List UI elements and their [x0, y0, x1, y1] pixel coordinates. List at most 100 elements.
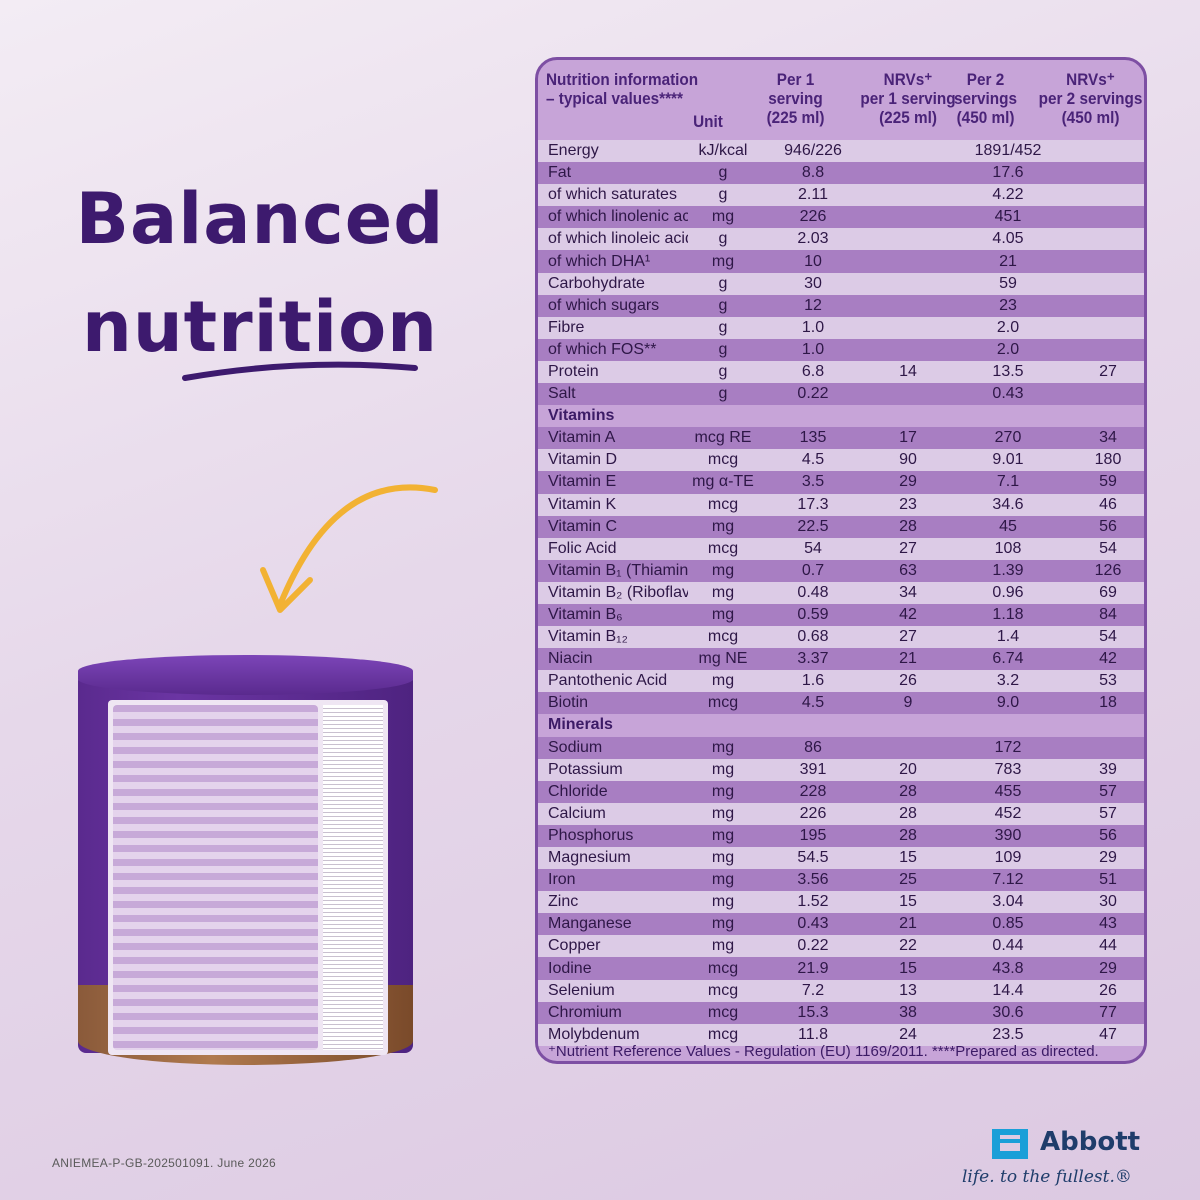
cell-v3: 59 — [999, 274, 1017, 292]
header-per2-l2: servings — [954, 89, 1017, 108]
cell-v4: 51 — [1099, 871, 1117, 889]
cell-v3: 1891/452 — [974, 142, 1042, 160]
cell-v4: 30 — [1099, 893, 1117, 911]
cell-v2: 20 — [899, 760, 917, 778]
cell-v2: 17 — [899, 429, 917, 447]
table-row: Carbohydrate g 30 59 — [538, 272, 1144, 295]
cell-v4: 43 — [1099, 915, 1117, 933]
header-per2: Per 2 servings (450 ml) — [934, 70, 1038, 127]
cell-v1: 12 — [804, 296, 822, 314]
cell-v3: 1.18 — [992, 606, 1024, 624]
cell-unit: mg — [711, 804, 735, 822]
cell-v2: 15 — [899, 893, 917, 911]
cell-v1: 10 — [804, 252, 822, 270]
cell-name: Energy — [548, 142, 599, 160]
cell-v3: 3.04 — [992, 893, 1024, 911]
table-row: Chloride mg 228 28 455 57 — [538, 780, 1144, 803]
cell-v3: 452 — [994, 804, 1022, 822]
table-row: of which saturates g 2.11 4.22 — [538, 184, 1144, 207]
cell-v2: 13 — [899, 981, 917, 999]
cell-v1: 15.3 — [797, 1003, 829, 1021]
table-row: Energy kJ/kcal 946/226 1891/452 — [538, 140, 1144, 163]
headline-line1: Balanced — [75, 178, 445, 260]
cell-unit: mg — [711, 760, 735, 778]
cell-unit: mcg — [707, 1025, 739, 1043]
can-mini-nutrition-table — [113, 705, 318, 1050]
header-nrv2: NRVs⁺ per 2 servings (450 ml) — [1025, 70, 1144, 127]
cell-v1: 54.5 — [797, 849, 829, 867]
cell-v3: 23.5 — [992, 1025, 1024, 1043]
cell-name: of which sugars — [548, 296, 660, 314]
cell-name: Manganese — [548, 915, 632, 933]
cell-unit: g — [718, 230, 728, 248]
cell-v2: 25 — [899, 871, 917, 889]
cell-v4: 69 — [1099, 583, 1117, 601]
cell-unit: mcg — [707, 628, 739, 646]
cell-name: Phosphorus — [548, 826, 634, 844]
cell-name: Fat — [548, 164, 572, 182]
cell-v2: 9 — [903, 694, 913, 712]
table-row: Fat g 8.8 17.6 — [538, 162, 1144, 185]
cell-v4: 34 — [1099, 429, 1117, 447]
cell-v4: 29 — [1099, 959, 1117, 977]
cell-v3: 172 — [994, 738, 1022, 756]
cell-v3: 108 — [994, 539, 1022, 557]
cell-v2: 34 — [899, 583, 917, 601]
cell-unit: mg — [711, 937, 735, 955]
cell-v1: 22.5 — [797, 517, 829, 535]
header-unit: Unit — [693, 112, 723, 131]
cell-v4: 54 — [1099, 628, 1117, 646]
cell-unit: mg — [711, 871, 735, 889]
cell-v3: 17.6 — [992, 164, 1024, 182]
cell-v1: 0.48 — [797, 583, 829, 601]
header-per1-l2: serving — [768, 89, 823, 108]
underline-swoosh — [182, 361, 418, 381]
cell-unit: mg — [711, 252, 735, 270]
cell-unit: g — [718, 164, 728, 182]
cell-unit: mg — [711, 738, 735, 756]
cell-unit: mg NE — [698, 650, 748, 668]
table-row: Molybdenum mcg 11.8 24 23.5 47 — [538, 1023, 1144, 1046]
cell-v1: 1.0 — [801, 340, 825, 358]
cell-v3: 2.0 — [996, 340, 1020, 358]
cell-v4: 44 — [1099, 937, 1117, 955]
table-row: Protein g 6.8 14 13.5 27 — [538, 360, 1144, 384]
cell-v2: 42 — [899, 606, 917, 624]
cell-v2: 29 — [899, 473, 917, 491]
table-row: Chromium mcg 15.3 38 30.6 77 — [538, 1001, 1144, 1024]
table-row: Magnesium mg 54.5 15 109 29 — [538, 847, 1144, 870]
cell-v1: 3.5 — [801, 473, 825, 491]
cell-unit: g — [718, 296, 728, 314]
cell-name: Protein — [548, 362, 599, 380]
cell-v1: 0.68 — [797, 628, 829, 646]
cell-v3: 4.05 — [992, 230, 1024, 248]
table-row: Iron mg 3.56 25 7.12 51 — [538, 869, 1144, 892]
cell-name: Chloride — [548, 782, 608, 800]
cell-unit: kJ/kcal — [698, 142, 748, 160]
cell-v3: 45 — [999, 517, 1017, 535]
cell-name: Calcium — [548, 804, 606, 822]
cell-v1: 7.2 — [801, 981, 825, 999]
cell-v2: 24 — [899, 1025, 917, 1043]
cell-v2: 15 — [899, 959, 917, 977]
table-row: Vitamin B₆ mg 0.59 42 1.18 84 — [538, 603, 1144, 627]
cell-unit: mg — [711, 672, 735, 690]
table-row: Manganese mg 0.43 21 0.85 43 — [538, 913, 1144, 936]
cell-name: Magnesium — [548, 849, 631, 867]
cell-v2: 90 — [899, 451, 917, 469]
header-title-line1: Nutrition information — [546, 70, 699, 89]
cell-v4: 54 — [1099, 539, 1117, 557]
cell-name: Chromium — [548, 1003, 622, 1021]
cell-v2: 38 — [899, 1003, 917, 1021]
cell-v3: 390 — [994, 826, 1022, 844]
cell-name: Folic Acid — [548, 539, 617, 557]
table-row: Copper mg 0.22 22 0.44 44 — [538, 935, 1144, 958]
cell-v4: 42 — [1099, 650, 1117, 668]
cell-v2: 63 — [899, 561, 917, 579]
cell-unit: mcg — [707, 694, 739, 712]
table-row: Selenium mcg 7.2 13 14.4 26 — [538, 979, 1144, 1002]
cell-v3: 21 — [999, 252, 1017, 270]
cell-v4: 84 — [1099, 606, 1117, 624]
header-nrv1: NRVs⁺ per 1 serving (225 ml) — [841, 70, 976, 127]
cell-name: of which linoleic acid — [548, 230, 688, 248]
